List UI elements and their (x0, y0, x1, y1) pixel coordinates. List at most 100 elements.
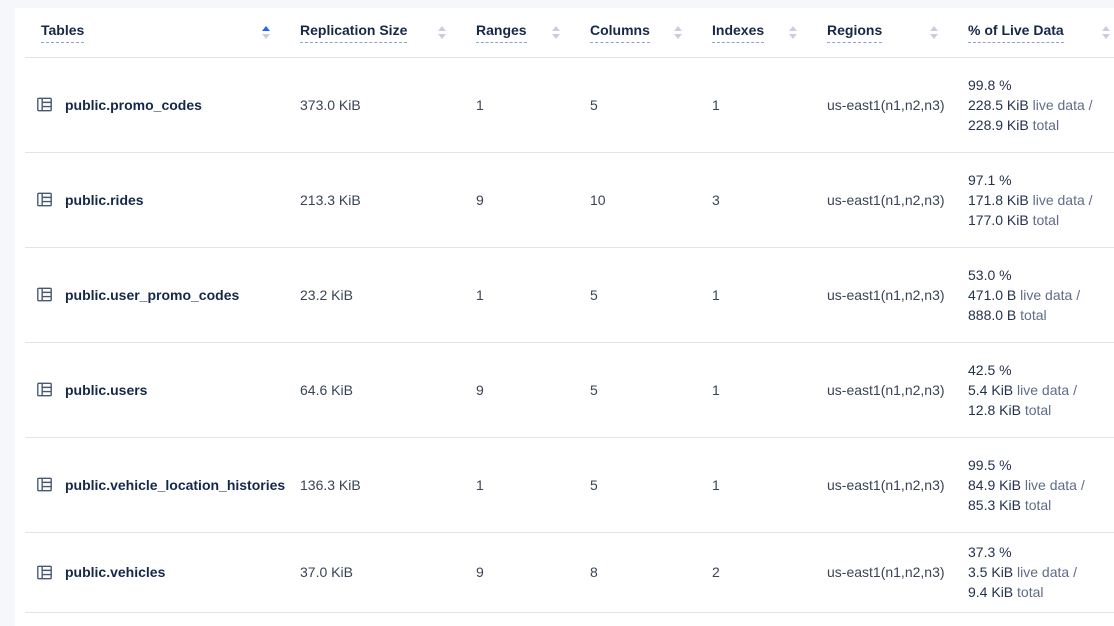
live-data-cell: 99.8 % 228.5 KiB live data / 228.9 KiB t… (968, 57, 1114, 153)
ranges-cell: 1 (476, 247, 590, 343)
live-data-size-line: 171.8 KiB live data / (968, 191, 1093, 208)
columns-cell: 5 (590, 437, 712, 533)
table-name-cell: public.rides (25, 152, 300, 248)
table-name-link[interactable]: public.vehicles (65, 564, 166, 580)
ranges-cell: 1 (476, 57, 590, 153)
table-body: public.promo_codes 373.0 KiB 1 5 1 us-ea… (25, 57, 1114, 613)
column-header-replication-size[interactable]: Replication Size (300, 8, 476, 58)
columns-cell: 8 (590, 532, 712, 613)
indexes-cell: 1 (712, 342, 827, 438)
table-row[interactable]: public.promo_codes 373.0 KiB 1 5 1 us-ea… (25, 57, 1114, 153)
columns-cell: 10 (590, 152, 712, 248)
replication-size-cell: 23.2 KiB (300, 247, 476, 343)
sort-icon[interactable] (674, 25, 682, 39)
indexes-cell: 1 (712, 247, 827, 343)
table-row[interactable]: public.user_promo_codes 23.2 KiB 1 5 1 u… (25, 247, 1114, 343)
table-name-link[interactable]: public.promo_codes (65, 96, 202, 113)
replication-size-cell: 37.0 KiB (300, 532, 476, 613)
column-header-ranges[interactable]: Ranges (476, 8, 590, 58)
ranges-cell: 9 (476, 152, 590, 248)
table-name-link[interactable]: public.rides (65, 191, 144, 208)
live-data-size-line: 84.9 KiB live data / (968, 476, 1085, 493)
column-header-tables[interactable]: Tables (25, 8, 300, 58)
live-data-percent: 37.3 % (968, 544, 1012, 560)
column-header-columns-label[interactable]: Columns (590, 22, 650, 43)
tables-table: Tables Replication Size Ranges (25, 8, 1114, 613)
total-size-line: 228.9 KiB total (968, 116, 1060, 133)
sort-icon[interactable] (438, 25, 446, 39)
table-row[interactable]: public.users 64.6 KiB 9 5 1 us-east1(n1,… (25, 342, 1114, 438)
indexes-cell: 3 (712, 152, 827, 248)
column-header-live-data-label[interactable]: % of Live Data (968, 22, 1064, 43)
table-name-cell: public.vehicle_location_histories (25, 437, 300, 533)
indexes-cell: 2 (712, 532, 827, 613)
table-name-cell: public.promo_codes (25, 57, 300, 153)
sort-icon[interactable] (1102, 25, 1110, 39)
live-data-percent: 97.1 % (968, 171, 1012, 188)
total-size-line: 888.0 B total (968, 306, 1047, 323)
live-data-size-line: 5.4 KiB live data / (968, 381, 1077, 398)
total-size-line: 85.3 KiB total (968, 496, 1052, 513)
table-icon (36, 96, 53, 113)
column-header-live-data[interactable]: % of Live Data (968, 8, 1114, 58)
column-header-regions[interactable]: Regions (827, 8, 968, 58)
table-row[interactable]: public.vehicles 37.0 KiB 9 8 2 us-east1(… (25, 532, 1114, 613)
table-name-cell: public.users (25, 342, 300, 438)
table-icon (36, 191, 53, 208)
ranges-cell: 9 (476, 532, 590, 613)
total-size-line: 9.4 KiB total (968, 584, 1044, 600)
columns-cell: 5 (590, 342, 712, 438)
table-name-link[interactable]: public.user_promo_codes (65, 286, 240, 303)
sort-icon[interactable] (262, 25, 270, 39)
total-size-line: 177.0 KiB total (968, 211, 1060, 228)
column-header-ranges-label[interactable]: Ranges (476, 22, 527, 43)
regions-cell: us-east1(n1,n2,n3) (827, 437, 968, 533)
ranges-cell: 9 (476, 342, 590, 438)
live-data-size-line: 471.0 B live data / (968, 286, 1081, 303)
table-name-cell: public.user_promo_codes (25, 247, 300, 343)
regions-cell: us-east1(n1,n2,n3) (827, 532, 968, 613)
regions-cell: us-east1(n1,n2,n3) (827, 247, 968, 343)
regions-cell: us-east1(n1,n2,n3) (827, 152, 968, 248)
live-data-percent: 53.0 % (968, 266, 1012, 283)
column-header-regions-label[interactable]: Regions (827, 22, 883, 43)
tables-panel: Tables Replication Size Ranges (15, 8, 1114, 626)
replication-size-cell: 136.3 KiB (300, 437, 476, 533)
live-data-size-line: 3.5 KiB live data / (968, 564, 1077, 580)
live-data-cell: 37.3 % 3.5 KiB live data / 9.4 KiB total (968, 532, 1114, 613)
table-row[interactable]: public.vehicle_location_histories 136.3 … (25, 437, 1114, 533)
live-data-percent: 99.5 % (968, 456, 1012, 473)
live-data-cell: 42.5 % 5.4 KiB live data / 12.8 KiB tota… (968, 342, 1114, 438)
replication-size-cell: 373.0 KiB (300, 57, 476, 153)
indexes-cell: 1 (712, 57, 827, 153)
column-header-indexes-label[interactable]: Indexes (712, 22, 765, 43)
header-row: Tables Replication Size Ranges (25, 8, 1114, 58)
live-data-size-line: 228.5 KiB live data / (968, 96, 1093, 113)
table-icon (36, 476, 53, 493)
replication-size-cell: 213.3 KiB (300, 152, 476, 248)
column-header-indexes[interactable]: Indexes (712, 8, 827, 58)
sort-icon[interactable] (789, 25, 797, 39)
table-icon (36, 286, 53, 303)
live-data-cell: 97.1 % 171.8 KiB live data / 177.0 KiB t… (968, 152, 1114, 248)
sort-icon[interactable] (930, 25, 938, 39)
table-name-link[interactable]: public.vehicle_location_histories (65, 476, 286, 493)
indexes-cell: 1 (712, 437, 827, 533)
live-data-cell: 53.0 % 471.0 B live data / 888.0 B total (968, 247, 1114, 343)
columns-cell: 5 (590, 57, 712, 153)
table-header: Tables Replication Size Ranges (25, 8, 1114, 58)
column-header-tables-label[interactable]: Tables (41, 22, 85, 43)
live-data-cell: 99.5 % 84.9 KiB live data / 85.3 KiB tot… (968, 437, 1114, 533)
column-header-columns[interactable]: Columns (590, 8, 712, 58)
regions-cell: us-east1(n1,n2,n3) (827, 57, 968, 153)
table-name-link[interactable]: public.users (65, 381, 148, 398)
table-name-cell: public.vehicles (25, 532, 300, 613)
ranges-cell: 1 (476, 437, 590, 533)
sort-icon[interactable] (552, 25, 560, 39)
table-row[interactable]: public.rides 213.3 KiB 9 10 3 us-east1(n… (25, 152, 1114, 248)
live-data-percent: 42.5 % (968, 361, 1012, 378)
columns-cell: 5 (590, 247, 712, 343)
column-header-replication-size-label[interactable]: Replication Size (300, 22, 408, 43)
table-icon (36, 381, 53, 398)
